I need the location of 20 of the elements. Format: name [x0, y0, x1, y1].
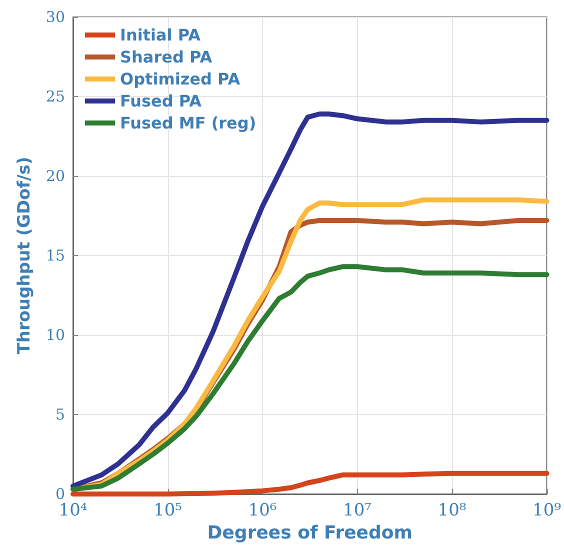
- legend-label: Optimized PA: [120, 70, 241, 88]
- x-tick-label: 10⁷: [343, 500, 372, 520]
- y-tick-label: 20: [46, 167, 65, 185]
- y-tick-label: 10: [46, 326, 65, 344]
- y-tick-label: 30: [46, 8, 65, 26]
- y-tick-label: 5: [55, 406, 65, 424]
- legend-label: Fused MF (reg): [120, 114, 256, 132]
- x-tick-label: 10⁶: [248, 500, 277, 520]
- y-tick-label: 0: [55, 485, 65, 503]
- x-tick-label: 10⁸: [438, 500, 466, 520]
- y-tick-label: 25: [46, 88, 65, 106]
- legend-label: Fused PA: [120, 92, 202, 110]
- y-tick-label: 15: [46, 246, 65, 264]
- x-axis-title: Degrees of Freedom: [207, 522, 412, 544]
- legend-label: Initial PA: [120, 26, 202, 44]
- x-tick-label: 10⁴: [58, 500, 88, 520]
- x-tick-label: 10⁹: [532, 500, 562, 520]
- x-tick-label: 10⁵: [154, 500, 182, 520]
- y-axis-title: Throughput (GDof/s): [14, 156, 34, 354]
- legend-label: Shared PA: [120, 48, 213, 66]
